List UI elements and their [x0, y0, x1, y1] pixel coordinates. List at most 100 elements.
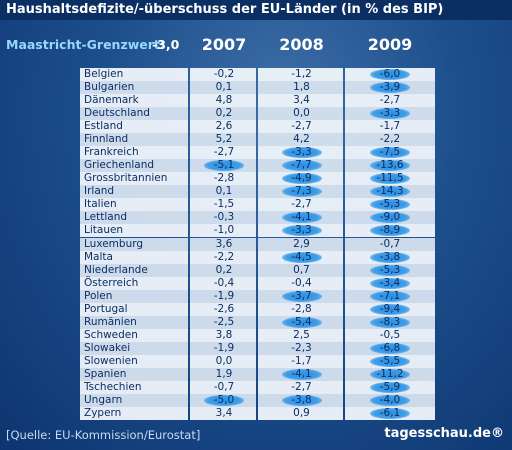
- value: 3,8: [215, 328, 233, 341]
- highlight: [281, 290, 322, 302]
- highlight: [370, 225, 410, 237]
- value-cell: -6,0: [345, 68, 435, 81]
- highlight: [370, 186, 410, 198]
- value: -2,2: [379, 133, 401, 146]
- value-cell: -3,9: [345, 81, 435, 94]
- value-cell: -1,9: [190, 290, 258, 303]
- table-row: Rumänien -2,5 -5,4 -8,3: [80, 315, 435, 329]
- value: -0,3: [213, 211, 235, 224]
- country: Ungarn: [84, 394, 123, 406]
- value-cell: -4,5: [258, 251, 345, 264]
- value-cell: -2,3: [258, 342, 345, 355]
- country: Spanien: [84, 367, 127, 380]
- value-cell: -4,1: [258, 368, 345, 381]
- value: -1,0: [213, 224, 235, 237]
- highlight: [370, 147, 410, 159]
- value-cell: -0,4: [258, 277, 345, 290]
- value-cell: 3,8: [190, 329, 258, 342]
- value-cell: -5,3: [345, 264, 435, 277]
- value-cell: 0,0: [190, 355, 258, 368]
- value: -1,7: [379, 120, 401, 133]
- table-row: Slowakei -1,9 -2,3 -6,8: [80, 341, 435, 355]
- value: -2,7: [291, 380, 312, 393]
- value-cell: -3,8: [345, 251, 435, 264]
- value-cell: 3,4: [258, 94, 345, 107]
- value-cell: 1,8: [258, 81, 345, 94]
- country: Bulgarien: [84, 81, 135, 94]
- value-cell: 4,8: [190, 94, 258, 107]
- value-cell: -4,0: [345, 394, 435, 407]
- table-row: Österreich -0,4 -0,4 -3,4: [80, 276, 435, 290]
- highlight: [281, 160, 322, 172]
- value-cell: -5,5: [345, 355, 435, 368]
- highlight: [281, 147, 322, 159]
- value: 2,6: [215, 120, 233, 133]
- highlight: [281, 186, 322, 198]
- table-row: Polen -1,9 -3,7 -7,1: [80, 289, 435, 303]
- highlight: [370, 69, 410, 80]
- value: 3,4: [215, 407, 233, 420]
- value-cell: -5,9: [345, 381, 435, 394]
- highlight: [281, 251, 322, 263]
- value: 0,2: [215, 107, 233, 120]
- value: 0,1: [215, 185, 233, 198]
- value-cell: -4,9: [258, 172, 345, 185]
- value: 0,9: [293, 407, 310, 420]
- value-cell: -3,8: [258, 394, 345, 407]
- value: -2,7: [291, 198, 312, 211]
- value-cell: -14,3: [345, 185, 435, 198]
- value-cell: 0,1: [190, 81, 258, 94]
- value: -1,9: [213, 289, 235, 302]
- country: Finnland: [84, 133, 129, 146]
- value: -14,3: [376, 185, 404, 198]
- value-cell: -7,5: [345, 146, 435, 159]
- country: Belgien: [84, 68, 124, 80]
- value: -1,7: [291, 354, 312, 367]
- table-row: Finnland 5,2 4,2 -2,2: [80, 133, 435, 147]
- highlight: [370, 277, 410, 289]
- value: -2,5: [213, 315, 235, 328]
- table-row: Malta -2,2 -4,5 -3,8: [80, 250, 435, 264]
- highlight: [370, 355, 410, 367]
- highlight: [281, 212, 322, 224]
- value: -3,3: [291, 146, 312, 159]
- value-cell: -0,4: [190, 277, 258, 290]
- highlight: [370, 408, 410, 420]
- source: [Quelle: EU-Kommission/Eurostat]: [6, 428, 201, 442]
- value-cell: -6,1: [345, 407, 435, 420]
- value: -3,8: [291, 394, 312, 406]
- value-cell: -9,4: [345, 303, 435, 316]
- value-cell: 0,1: [190, 185, 258, 198]
- highlight: [370, 316, 410, 328]
- highlight: [281, 395, 322, 406]
- value: -4,9: [291, 172, 312, 185]
- country: Polen: [84, 289, 113, 302]
- value-cell: -2,7: [190, 146, 258, 159]
- value: -4,0: [379, 394, 401, 406]
- value: -4,1: [291, 211, 312, 224]
- value-cell: -7,3: [258, 185, 345, 198]
- value-cell: 0,2: [190, 264, 258, 277]
- table-row: Grossbritannien -2,8 -4,9 -11,5: [80, 172, 435, 186]
- value: -2,7: [213, 146, 235, 159]
- table-row: Griechenland -5,1 -7,7 -13,6: [80, 159, 435, 173]
- value-cell: 2,6: [190, 120, 258, 133]
- value-cell: -2,7: [258, 120, 345, 133]
- value: -6,8: [379, 341, 401, 354]
- value: -5,0: [213, 394, 235, 406]
- country: Slowakei: [84, 341, 131, 354]
- value-cell: -1,2: [258, 68, 345, 81]
- value-cell: -11,2: [345, 368, 435, 381]
- value-cell: -3,3: [258, 146, 345, 159]
- table-row: Bulgarien 0,1 1,8 -3,9: [80, 81, 435, 95]
- table-row: Frankreich -2,7 -3,3 -7,5: [80, 146, 435, 160]
- value: -0,5: [379, 328, 401, 341]
- country: Litauen: [84, 224, 124, 237]
- value: -5,1: [213, 159, 235, 172]
- value-cell: -3,4: [345, 277, 435, 290]
- value-cell: -5,3: [345, 198, 435, 211]
- highlight: [281, 368, 322, 380]
- value: -7,7: [291, 159, 312, 172]
- value-cell: -1,0: [190, 224, 258, 237]
